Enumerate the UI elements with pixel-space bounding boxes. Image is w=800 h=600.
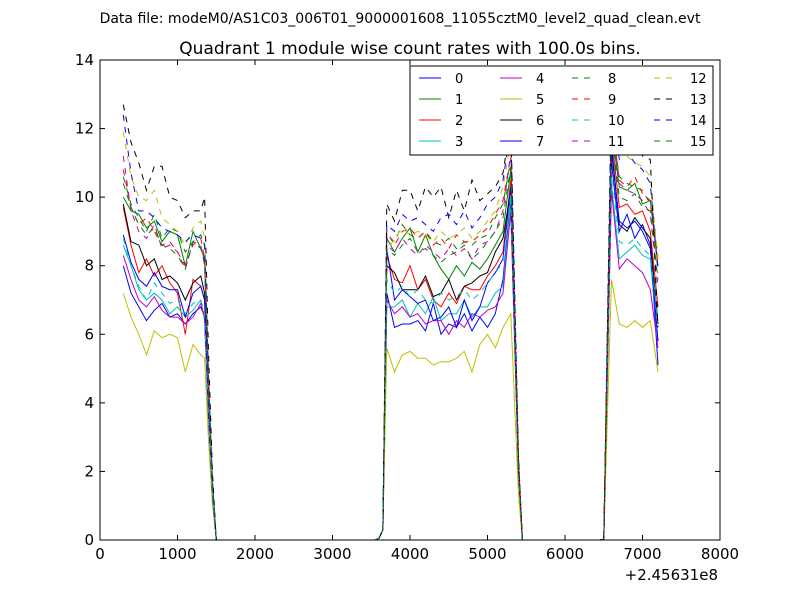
- legend-label-3: 3: [455, 135, 463, 150]
- x-tick-label: 2000: [236, 545, 274, 563]
- legend-label-15: 15: [690, 135, 707, 150]
- legend-label-8: 8: [608, 72, 616, 87]
- y-tick-label: 0: [84, 531, 94, 549]
- legend-label-11: 11: [608, 135, 625, 150]
- legend-label-2: 2: [455, 114, 463, 129]
- legend-label-4: 4: [536, 72, 544, 87]
- y-tick-label: 4: [84, 394, 94, 412]
- series-line-8: [122, 121, 659, 540]
- y-tick-label: 6: [84, 325, 94, 343]
- x-tick-label: 1000: [158, 545, 196, 563]
- axes: 0 1000 2000 3000 4000 5000 6000 7000 80000246810…: [75, 51, 739, 563]
- x-tick-label: 6000: [546, 545, 584, 563]
- chart-title: Quadrant 1 module wise count rates with …: [179, 39, 640, 59]
- legend-label-14: 14: [690, 114, 707, 129]
- legend-label-10: 10: [608, 114, 625, 129]
- legend-label-9: 9: [608, 93, 616, 108]
- x-tick-label: 7000: [623, 545, 661, 563]
- series-line-15: [122, 131, 659, 540]
- legend-label-7: 7: [536, 135, 544, 150]
- x-tick-label: 5000: [468, 545, 506, 563]
- series-group: [122, 87, 659, 540]
- x-tick-label: 0: [95, 545, 105, 563]
- y-tick-label: 8: [84, 257, 94, 275]
- y-tick-label: 14: [75, 51, 94, 69]
- x-offset-label: +2.45631e8: [625, 566, 718, 584]
- legend-label-1: 1: [455, 93, 463, 108]
- chart-suptitle: Data file: modeM0/AS1C03_006T01_90000016…: [100, 11, 701, 27]
- legend-label-6: 6: [536, 114, 544, 129]
- x-tick-label: 8000: [701, 545, 739, 563]
- y-tick-label: 12: [75, 120, 94, 138]
- legend-label-5: 5: [536, 93, 544, 108]
- y-tick-label: 2: [84, 462, 94, 480]
- y-tick-label: 10: [75, 188, 94, 206]
- series-line-10: [122, 169, 659, 540]
- legend-label-0: 0: [455, 72, 463, 87]
- legend-label-12: 12: [690, 72, 707, 87]
- x-tick-label: 3000: [313, 545, 351, 563]
- x-tick-label: 4000: [391, 545, 429, 563]
- legend-box: [409, 65, 714, 156]
- legend-label-13: 13: [690, 93, 707, 108]
- plot-area: [122, 87, 659, 540]
